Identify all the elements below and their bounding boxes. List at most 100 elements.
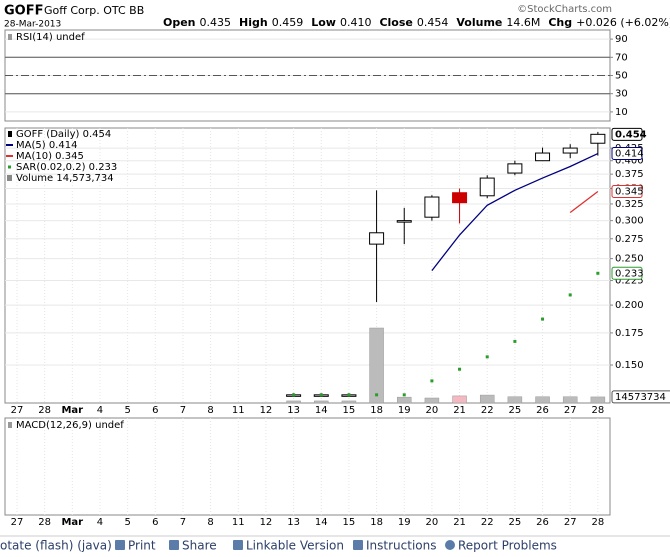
x-tick-label: 28	[591, 517, 604, 528]
y-tick-label: 90	[615, 34, 628, 45]
y-tick-label: 0.175	[615, 328, 644, 339]
x-tick-label: 27	[564, 405, 577, 416]
footer-icon	[233, 540, 243, 550]
legend-entry: MA(10) 0.345	[16, 151, 84, 162]
x-tick-label: 5	[124, 405, 130, 416]
price-tag	[611, 185, 643, 199]
date: 28-Mar-2013	[4, 20, 61, 30]
legend-title: GOFF (Daily) 0.454	[16, 129, 111, 140]
x-tick-label: 14	[315, 517, 328, 528]
footer-link[interactable]: Linkable Version	[246, 539, 344, 553]
y-tick-label: 0.150	[615, 360, 644, 371]
price-tag	[611, 127, 643, 141]
x-tick-label: 8	[207, 517, 213, 528]
x-tick-label: 26	[536, 517, 549, 528]
x-tick-label: 27	[11, 405, 24, 416]
quote: Open 0.435 High 0.459 Low 0.410 Close 0.454 Volu…	[163, 16, 670, 29]
price-tag	[611, 390, 670, 404]
volume-bar	[369, 327, 384, 404]
legend-entry: SAR(0.02,0.2) 0.233	[16, 162, 117, 173]
price-tag	[611, 147, 643, 161]
price-tag-label: 0.414	[615, 149, 644, 160]
x-tick-label: 22	[481, 405, 494, 416]
volume-bar	[424, 397, 440, 404]
x-tick-label: 13	[287, 405, 300, 416]
legend-entry: Volume 14,573,734	[16, 173, 114, 184]
legend-icon	[8, 131, 12, 137]
y-tick-label: 0.325	[615, 199, 644, 210]
quote-value: 0.459	[272, 16, 304, 29]
x-tick-label: 13	[287, 517, 300, 528]
panel-frame	[4, 417, 611, 516]
quote-label: Low	[311, 16, 336, 29]
sar-dot	[347, 393, 351, 397]
sar-dot	[375, 393, 379, 397]
x-tick-label: 15	[343, 517, 356, 528]
sar-dot	[568, 293, 572, 297]
quote-label: Close	[379, 16, 412, 29]
y-tick-label: 0.225	[615, 276, 644, 287]
x-tick-label: 21	[453, 405, 466, 416]
candle-body	[452, 192, 468, 204]
quote-value: 0.410	[340, 16, 372, 29]
x-tick-label: 28	[591, 405, 604, 416]
y-tick-label: 50	[615, 71, 628, 82]
legend-icon	[8, 165, 11, 169]
price-tag	[611, 266, 643, 280]
x-tick-label: 11	[232, 405, 245, 416]
footer-link[interactable]: Instructions	[366, 539, 436, 553]
sar-dot	[458, 367, 462, 371]
price-tag-label: 14573734	[615, 392, 666, 403]
sar-dot	[485, 355, 489, 359]
x-tick-label: 7	[180, 517, 186, 528]
footer-icon	[169, 540, 179, 550]
x-tick-label: 15	[343, 405, 356, 416]
x-tick-label: 4	[97, 405, 103, 416]
y-tick-label: 0.200	[615, 300, 644, 311]
sar-dot	[402, 393, 406, 397]
sar-dot	[319, 393, 323, 397]
symbol: GOFF	[4, 4, 43, 19]
volume-bar	[286, 400, 301, 404]
volume-bar	[562, 396, 578, 404]
quote-label: Chg	[548, 16, 572, 29]
y-tick-label: 0.400	[615, 156, 644, 167]
price-tag-label: 0.345	[615, 187, 644, 198]
copyright: ©StockCharts.com	[517, 4, 612, 15]
legend-icon	[7, 175, 12, 181]
volume-bar	[452, 395, 467, 404]
sar-dot	[513, 339, 517, 343]
y-tick-label: 30	[615, 89, 628, 100]
x-tick-label: 6	[152, 517, 158, 528]
footer-link[interactable]: Share	[182, 539, 217, 553]
y-tick-label: 0.300	[615, 216, 644, 227]
x-tick-label: 8	[207, 405, 213, 416]
volume-bar	[590, 396, 606, 404]
sar-dot	[430, 379, 434, 383]
x-tick-label: 20	[426, 517, 439, 528]
quote-label: Open	[163, 16, 196, 29]
footer-link[interactable]: Print	[128, 539, 156, 553]
quote-label: Volume	[456, 16, 502, 29]
quote-value: 14.6M	[506, 16, 540, 29]
x-tick-label: 27	[11, 517, 24, 528]
x-tick-label: 27	[564, 517, 577, 528]
footer-link[interactable]: Report Problems	[458, 539, 557, 553]
candle-body	[562, 147, 578, 154]
candle-body	[507, 163, 523, 174]
panel-title: RSI(14) undef	[16, 32, 85, 43]
quote-value: 0.454	[417, 16, 449, 29]
quote-label: High	[239, 16, 268, 29]
volume-bar	[479, 394, 495, 404]
company: Goff Corp. OTC BB	[44, 4, 144, 17]
x-tick-label: 25	[509, 405, 522, 416]
volume-bar	[341, 400, 357, 404]
quote-value: 0.435	[200, 16, 232, 29]
y-tick-label: 0.275	[615, 234, 644, 245]
x-tick-label: 19	[398, 405, 411, 416]
candle-body	[590, 133, 606, 144]
sar-dot	[596, 271, 600, 275]
sar-dot	[292, 393, 296, 397]
footer-link[interactable]: otate (flash) (java)	[0, 539, 112, 553]
candle-body	[479, 177, 495, 197]
